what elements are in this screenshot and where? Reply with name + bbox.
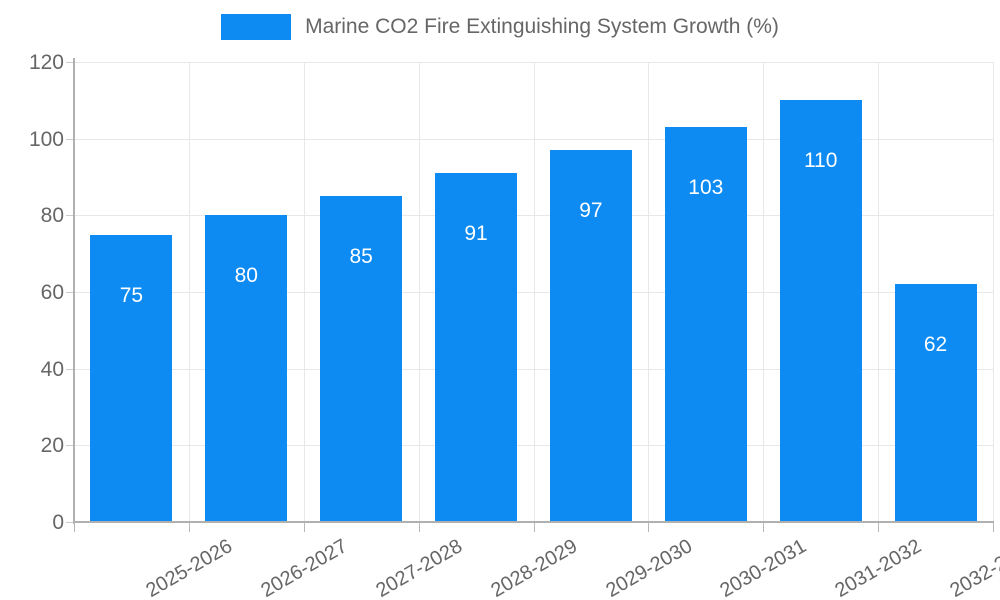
bar-value-label: 75 bbox=[119, 283, 144, 307]
bar[interactable] bbox=[549, 150, 632, 522]
y-axis-tick-label: 80 bbox=[40, 204, 64, 228]
x-axis-tick-mark bbox=[304, 523, 305, 532]
plot-area: 75 80 85 91 97 103 110 62 bbox=[74, 62, 994, 523]
x-axis-tick-mark bbox=[878, 523, 879, 532]
gridline-vertical bbox=[534, 62, 535, 522]
bar[interactable] bbox=[664, 127, 747, 522]
gridline-horizontal bbox=[74, 445, 993, 447]
bar-value-label: 110 bbox=[803, 149, 838, 173]
x-axis-tick-mark bbox=[534, 523, 535, 532]
gridline-vertical bbox=[304, 62, 305, 522]
gridline-vertical bbox=[878, 62, 879, 522]
x-axis-tick-label: 2026-2027 bbox=[257, 535, 352, 600]
y-axis-tick-label: 40 bbox=[40, 357, 64, 381]
y-axis-tick-label: 60 bbox=[40, 281, 64, 304]
legend-swatch-icon bbox=[221, 14, 292, 40]
gridline-horizontal bbox=[74, 368, 993, 370]
x-axis-tick-label: 2031-2032 bbox=[831, 535, 926, 600]
x-axis-tick-label: 2025-2026 bbox=[142, 535, 237, 600]
y-axis-tick-label: 20 bbox=[40, 434, 64, 458]
x-axis-tick-mark bbox=[419, 523, 420, 532]
y-axis-tick-label: 0 bbox=[52, 511, 64, 534]
bar-value-label: 80 bbox=[234, 264, 258, 288]
bar-value-label: 97 bbox=[579, 199, 603, 223]
y-axis-tick-mark bbox=[66, 62, 74, 63]
y-axis-tick-mark bbox=[66, 522, 74, 523]
y-axis-ticks: 0 20 40 60 80 100 120 bbox=[0, 0, 74, 600]
bar[interactable] bbox=[320, 196, 403, 522]
gridline-vertical bbox=[189, 62, 190, 522]
bar[interactable] bbox=[205, 215, 288, 522]
y-axis-tick-mark bbox=[66, 138, 74, 140]
bar[interactable] bbox=[894, 284, 977, 522]
y-axis-tick-label: 100 bbox=[28, 127, 64, 151]
x-axis-tick-mark bbox=[189, 523, 190, 532]
gridline-horizontal bbox=[74, 138, 993, 140]
chart-legend: Marine CO2 Fire Extinguishing System Gro… bbox=[0, 14, 1000, 40]
bar-value-label: 85 bbox=[349, 245, 373, 269]
x-axis-tick-label: 2030-2031 bbox=[716, 535, 811, 600]
x-axis-line bbox=[73, 521, 994, 523]
bar-value-label: 91 bbox=[464, 222, 488, 246]
x-axis-tick-label: 2029-2030 bbox=[602, 535, 697, 600]
x-axis-tick-label: 2027-2028 bbox=[372, 535, 467, 600]
gridline-horizontal bbox=[74, 292, 993, 293]
y-axis-tick-mark bbox=[66, 368, 74, 370]
gridline-horizontal bbox=[74, 62, 993, 63]
x-axis-tick-mark bbox=[763, 523, 764, 532]
bar[interactable] bbox=[779, 100, 862, 522]
gridline-vertical bbox=[763, 62, 764, 522]
bar[interactable] bbox=[435, 173, 518, 522]
x-axis-tick-label: 2028-2029 bbox=[487, 535, 582, 600]
bar-value-label: 103 bbox=[688, 176, 724, 200]
x-axis-tick-mark bbox=[993, 523, 994, 532]
y-axis-tick-label: 120 bbox=[28, 51, 64, 74]
y-axis-tick-mark bbox=[66, 445, 74, 447]
gridline-vertical bbox=[648, 62, 649, 522]
y-axis-line bbox=[73, 58, 75, 524]
x-axis-tick-label: 2032-2033 bbox=[946, 535, 1000, 600]
y-axis-tick-mark bbox=[66, 215, 74, 217]
x-axis-tick-mark bbox=[74, 523, 75, 532]
gridline-vertical bbox=[419, 62, 420, 522]
bar[interactable] bbox=[90, 234, 173, 522]
gridline-horizontal bbox=[74, 215, 993, 217]
bar-value-label: 62 bbox=[923, 333, 948, 357]
gridline-vertical bbox=[993, 62, 994, 522]
y-axis-tick-mark bbox=[66, 292, 74, 293]
legend-label: Marine CO2 Fire Extinguishing System Gro… bbox=[305, 15, 779, 38]
x-axis-tick-mark bbox=[648, 523, 649, 532]
